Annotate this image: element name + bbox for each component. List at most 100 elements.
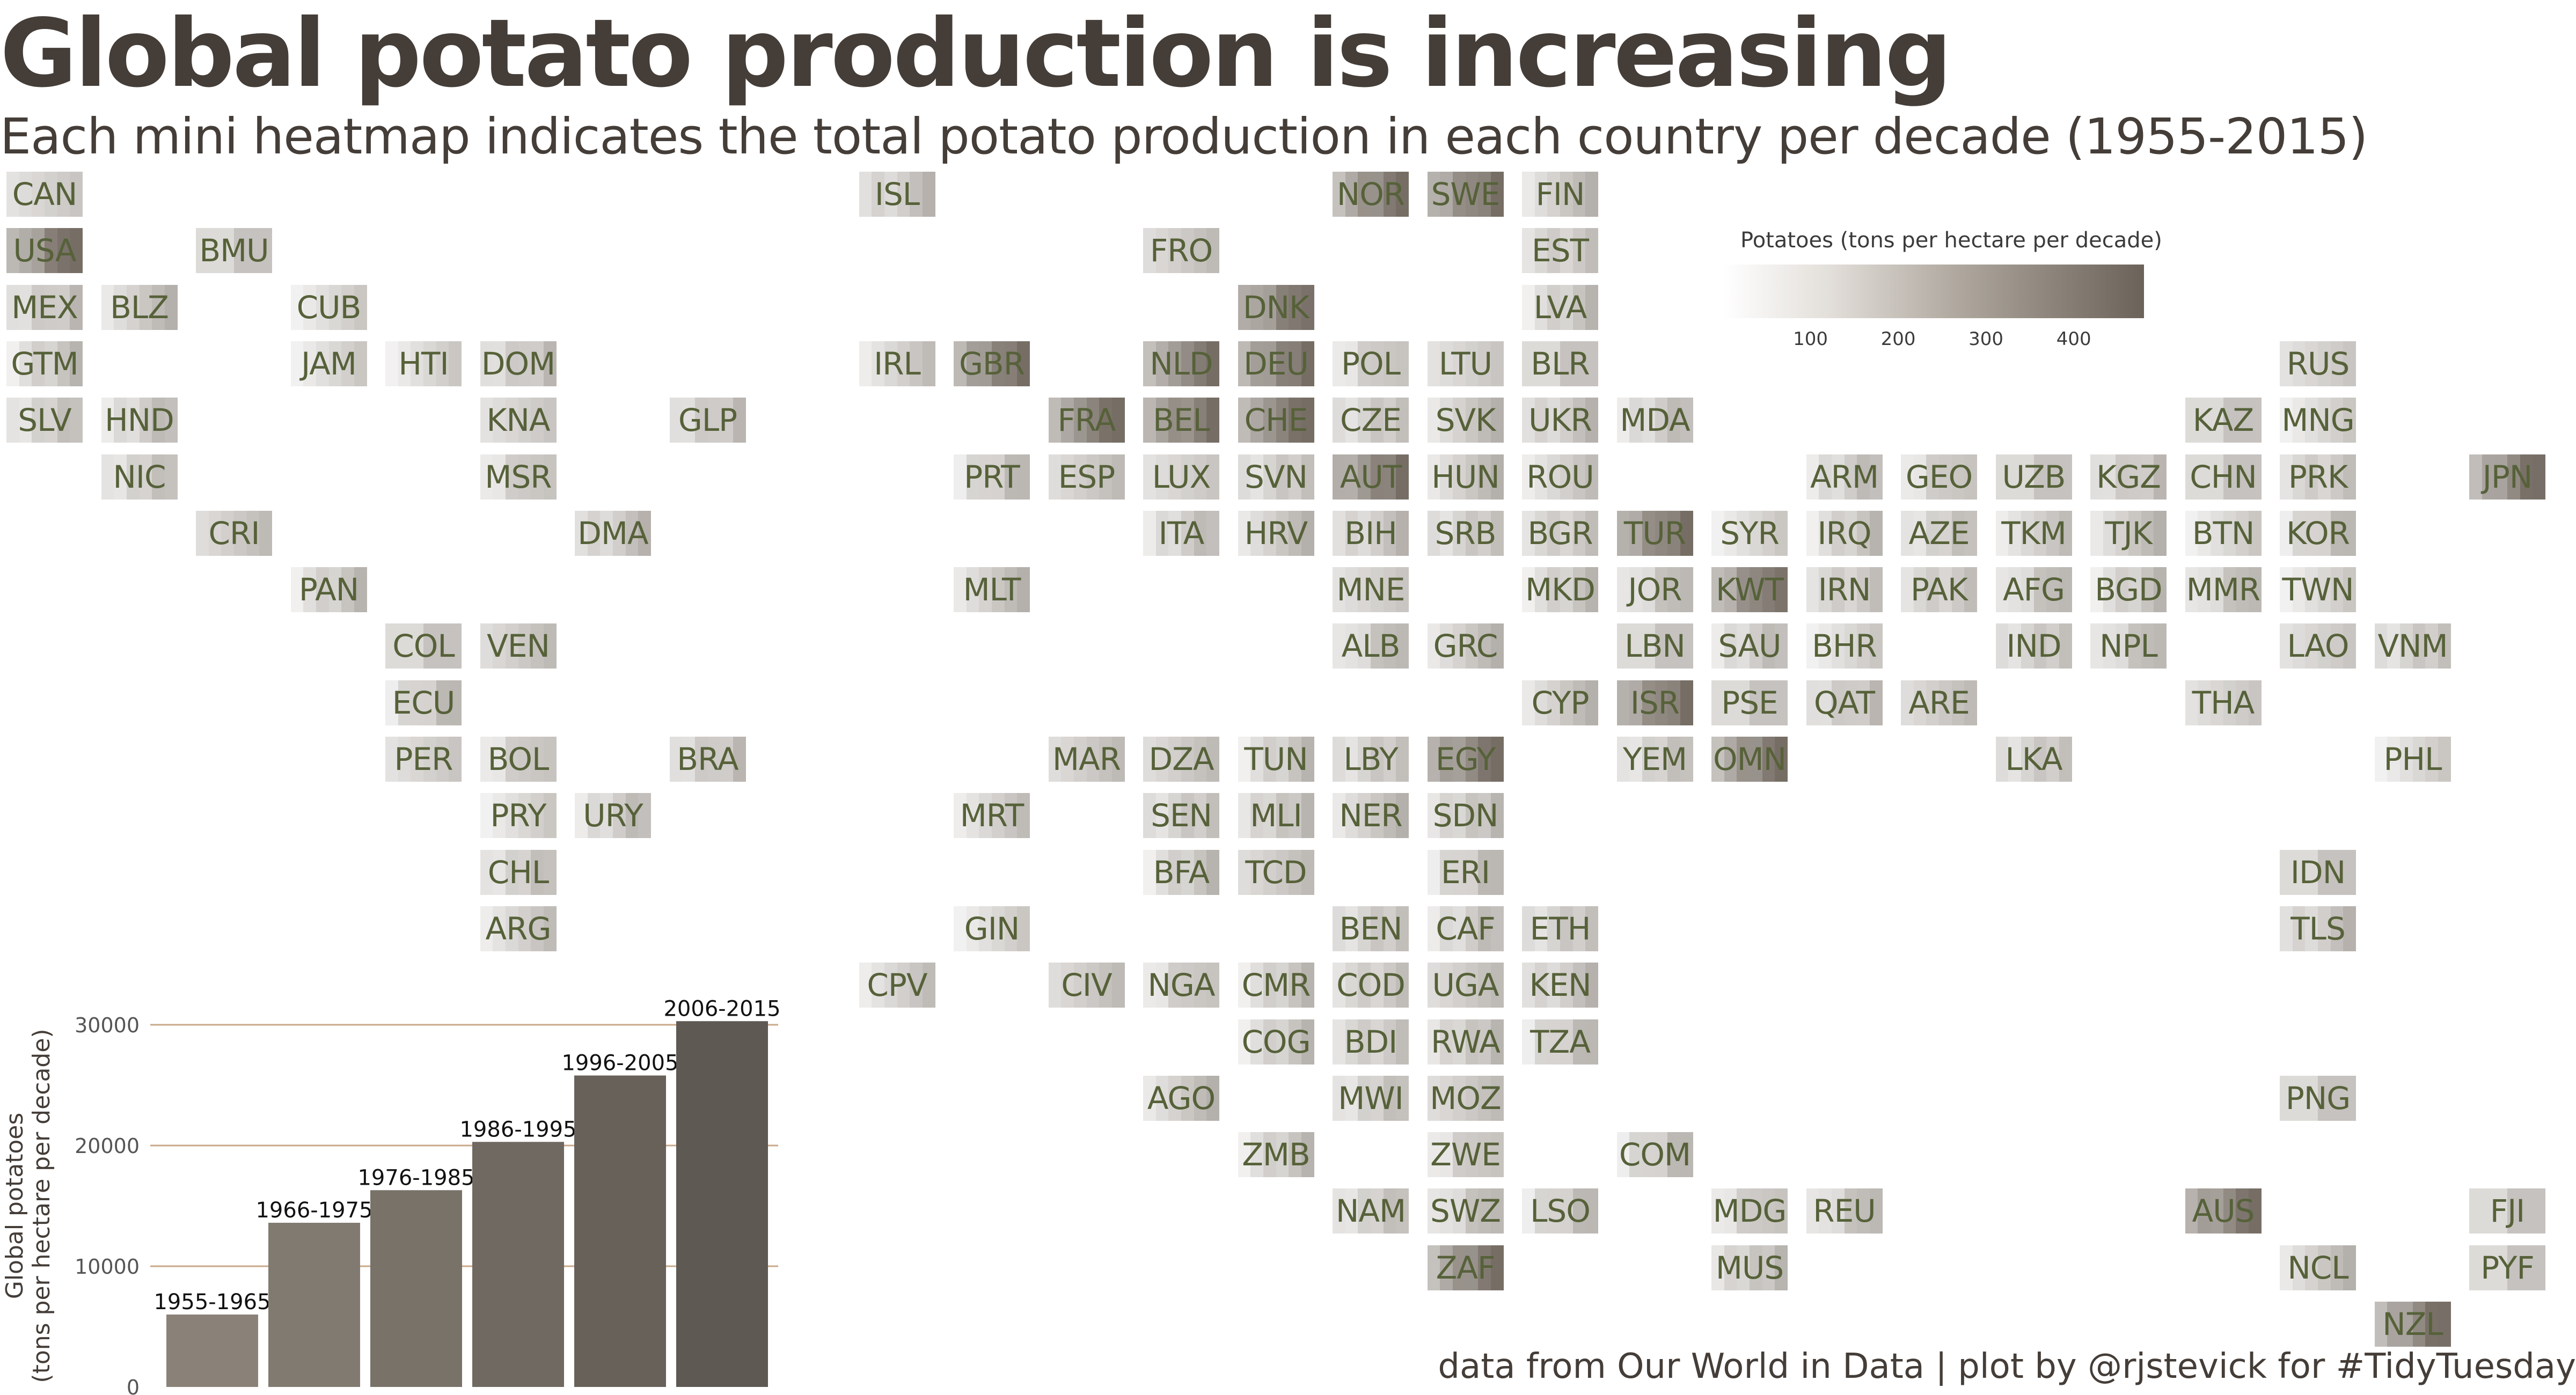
- country-tile-ben: BEN: [1333, 906, 1409, 951]
- country-tile-mex: MEX: [6, 284, 83, 330]
- decade-strip: [1383, 1019, 1396, 1064]
- decade-strip: [1301, 737, 1314, 782]
- decade-strip: [1250, 1019, 1263, 1064]
- decade-strip: [1819, 567, 1832, 613]
- decade-strip: [19, 284, 32, 330]
- decade-strip: [966, 567, 979, 613]
- country-code: NCL: [2287, 1249, 2348, 1286]
- decade-strip: [587, 793, 601, 839]
- decade-strip: [1427, 1188, 1440, 1234]
- country-code: ZAF: [1436, 1249, 1496, 1286]
- decade-strip: [1616, 623, 1630, 669]
- decade-strip: [2033, 454, 2047, 500]
- decade-strip: [1181, 737, 1194, 782]
- decade-strip: [1250, 284, 1263, 330]
- decade-strip: [2399, 1302, 2413, 1347]
- decade-strip: [1250, 454, 1263, 500]
- decade-strip: [1629, 680, 1642, 725]
- decade-strip: [152, 398, 165, 443]
- decade-strip: [1238, 963, 1251, 1008]
- country-code: MAR: [1052, 741, 1121, 777]
- decade-strip: [1276, 1132, 1289, 1178]
- country-code: SWE: [1431, 176, 1501, 212]
- decade-strip: [1250, 1132, 1263, 1178]
- decade-strip: [1238, 341, 1251, 386]
- decade-strip: [2154, 567, 2167, 613]
- decade-strip: [1181, 454, 1194, 500]
- decade-strip: [2008, 510, 2021, 556]
- decade-strip: [2292, 341, 2306, 386]
- decade-strip: [531, 454, 544, 500]
- decade-strip: [2343, 623, 2357, 669]
- decade-strip: [1490, 849, 1504, 895]
- decade-strip: [1819, 510, 1832, 556]
- decade-strip: [1616, 510, 1630, 556]
- bar-2006-2015: [676, 1021, 768, 1387]
- decade-strip: [6, 228, 19, 274]
- country-tile-che: CHE: [1238, 398, 1314, 443]
- decade-strip: [872, 963, 884, 1008]
- decade-strip: [1951, 454, 1965, 500]
- decade-strip: [1276, 454, 1289, 500]
- decade-strip: [32, 398, 45, 443]
- decade-strip: [1642, 567, 1655, 613]
- country-tile-msr: MSR: [480, 454, 557, 500]
- decade-strip: [2021, 737, 2034, 782]
- country-code: CHN: [2190, 458, 2257, 495]
- decade-strip: [1371, 510, 1384, 556]
- decade-strip: [1345, 454, 1358, 500]
- decade-strip: [1547, 510, 1561, 556]
- decade-strip: [2469, 1245, 2482, 1290]
- country-code: GLP: [678, 402, 737, 439]
- decade-strip: [1427, 1019, 1440, 1064]
- decade-strip: [575, 510, 588, 556]
- country-code: LSO: [1530, 1193, 1591, 1230]
- decade-strip: [2154, 454, 2167, 500]
- decade-strip: [1724, 1188, 1737, 1234]
- decade-strip: [1490, 906, 1504, 951]
- country-code: AUS: [2192, 1193, 2255, 1230]
- decade-strip: [1869, 567, 1883, 613]
- country-tile-bgd: BGD: [2090, 567, 2167, 613]
- decade-strip: [1168, 793, 1182, 839]
- decade-strip: [2305, 1245, 2318, 1290]
- country-tile-bfa: BFA: [1143, 849, 1220, 895]
- decade-strip: [1534, 906, 1548, 951]
- country-code: GEO: [1905, 458, 1973, 495]
- decade-strip: [1371, 454, 1384, 500]
- country-code: SVK: [1435, 402, 1496, 439]
- decade-strip: [2236, 567, 2249, 613]
- decade-strip: [505, 737, 518, 782]
- decade-strip: [1263, 1019, 1276, 1064]
- decade-strip: [531, 793, 544, 839]
- decade-strip: [2343, 510, 2357, 556]
- decade-strip: [1522, 906, 1535, 951]
- country-code: ROU: [1526, 458, 1594, 495]
- decade-strip: [1762, 1188, 1775, 1234]
- decade-strip: [872, 341, 884, 386]
- decade-strip: [2399, 623, 2413, 669]
- decade-strip: [316, 284, 329, 330]
- decade-strip: [2305, 398, 2318, 443]
- decade-strip: [2292, 1245, 2306, 1290]
- decade-strip: [2198, 1188, 2211, 1234]
- decade-strip: [1004, 906, 1018, 951]
- country-tile-fin: FIN: [1522, 172, 1599, 217]
- country-tile-cyp: CYP: [1522, 680, 1599, 725]
- decade-strip: [1711, 1245, 1724, 1290]
- decade-strip: [1655, 567, 1668, 613]
- decade-strip: [1440, 906, 1453, 951]
- country-tile-chl: CHL: [480, 849, 557, 895]
- decade-strip: [1750, 510, 1762, 556]
- country-tile-btn: BTN: [2185, 510, 2262, 556]
- decade-strip: [1560, 1019, 1573, 1064]
- decade-strip: [2248, 1188, 2262, 1234]
- decade-strip: [2008, 623, 2021, 669]
- decade-strip: [1724, 567, 1737, 613]
- decade-strip: [2343, 567, 2357, 613]
- chart-title: Global potato production is increasing: [0, 0, 1952, 108]
- decade-strip: [1099, 454, 1112, 500]
- decade-strip: [1547, 228, 1561, 274]
- country-code: COL: [392, 628, 455, 665]
- decade-strip: [1680, 510, 1693, 556]
